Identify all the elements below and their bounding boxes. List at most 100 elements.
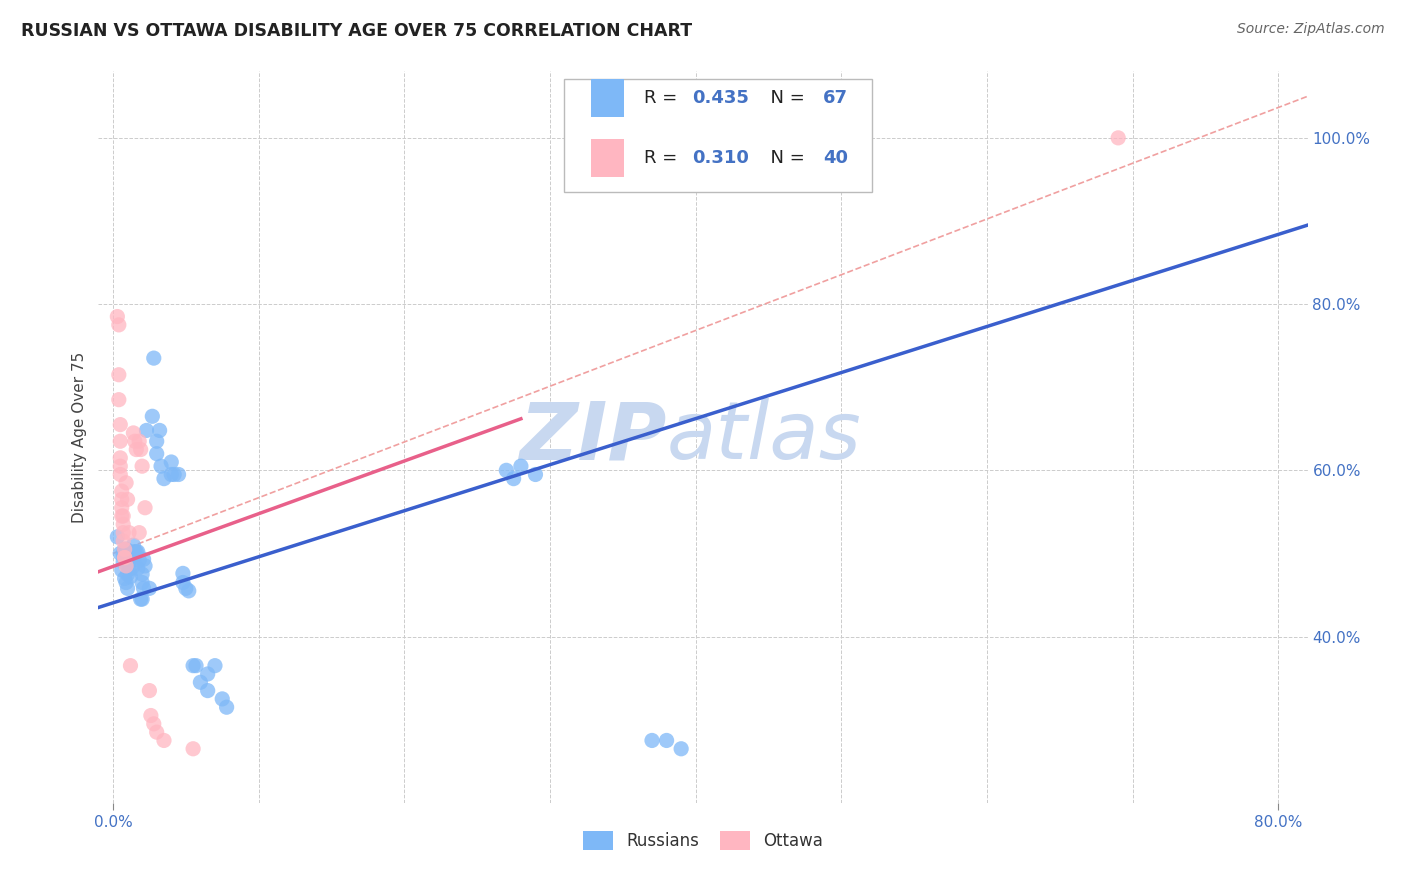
Point <box>132 582 155 596</box>
Point <box>138 582 160 596</box>
Point <box>149 424 172 438</box>
Point <box>129 442 152 457</box>
Point <box>112 555 135 569</box>
Point <box>153 472 176 486</box>
Point <box>204 658 226 673</box>
Point <box>145 434 167 449</box>
Point <box>184 658 207 673</box>
Legend: Russians, Ottawa: Russians, Ottawa <box>576 824 830 856</box>
Point <box>122 538 145 552</box>
Point <box>641 733 664 747</box>
Point <box>197 667 219 681</box>
Point <box>115 575 138 590</box>
Point <box>105 530 128 544</box>
Point <box>110 459 132 474</box>
Point <box>118 549 141 563</box>
Point <box>153 733 176 747</box>
Point <box>105 310 128 324</box>
Point <box>145 447 167 461</box>
Point <box>163 467 186 482</box>
Point <box>110 417 132 432</box>
Point <box>110 546 132 560</box>
Point <box>110 434 132 449</box>
Point <box>167 467 190 482</box>
Point <box>115 542 138 557</box>
Point <box>117 548 139 562</box>
Point <box>181 658 204 673</box>
Point <box>114 550 136 565</box>
Point <box>190 675 212 690</box>
Point <box>112 509 135 524</box>
Text: N =: N = <box>759 149 810 168</box>
Point <box>112 517 135 532</box>
Point <box>131 575 153 590</box>
Point <box>125 442 148 457</box>
Point <box>110 450 132 465</box>
Point <box>135 424 157 438</box>
Point <box>111 484 134 499</box>
Point <box>142 351 165 365</box>
FancyBboxPatch shape <box>591 78 624 117</box>
Point <box>127 561 149 575</box>
Point <box>120 545 142 559</box>
Point <box>131 567 153 582</box>
Point <box>111 509 134 524</box>
Point <box>172 575 194 590</box>
Point <box>211 692 233 706</box>
Y-axis label: Disability Age Over 75: Disability Age Over 75 <box>72 351 87 523</box>
Text: R =: R = <box>644 88 683 107</box>
Point <box>121 560 143 574</box>
Point <box>114 571 136 585</box>
Point <box>124 434 146 449</box>
Point <box>114 542 136 557</box>
Point <box>118 525 141 540</box>
Text: Source: ZipAtlas.com: Source: ZipAtlas.com <box>1237 22 1385 37</box>
Point <box>128 553 150 567</box>
Point <box>495 463 517 477</box>
Point <box>111 500 134 515</box>
Point <box>111 563 134 577</box>
Point <box>120 658 142 673</box>
Point <box>112 546 135 560</box>
Point <box>134 558 156 573</box>
Point <box>142 716 165 731</box>
Point <box>122 425 145 440</box>
Point <box>139 708 162 723</box>
Point <box>129 592 152 607</box>
Point <box>132 552 155 566</box>
Point <box>112 533 135 548</box>
Text: ZIP: ZIP <box>519 398 666 476</box>
Point <box>117 553 139 567</box>
Point <box>114 550 136 565</box>
Point <box>160 455 183 469</box>
Text: 67: 67 <box>823 88 848 107</box>
FancyBboxPatch shape <box>591 139 624 178</box>
Point <box>117 567 139 582</box>
Point <box>110 467 132 482</box>
FancyBboxPatch shape <box>564 78 872 192</box>
Point <box>117 492 139 507</box>
Point <box>108 392 131 407</box>
Text: 0.310: 0.310 <box>692 149 749 168</box>
Point <box>127 545 149 559</box>
Point <box>120 570 142 584</box>
Point <box>1107 131 1129 145</box>
Point <box>112 525 135 540</box>
Point <box>118 555 141 569</box>
Point <box>114 550 136 565</box>
Point <box>115 475 138 490</box>
Text: N =: N = <box>759 88 810 107</box>
Point <box>181 741 204 756</box>
Point <box>134 500 156 515</box>
Point <box>669 741 692 756</box>
Text: atlas: atlas <box>666 398 862 476</box>
Text: 0.435: 0.435 <box>692 88 749 107</box>
Point <box>174 582 197 596</box>
Point <box>108 318 131 332</box>
Point <box>114 542 136 557</box>
Point <box>655 733 678 747</box>
Point <box>115 558 138 573</box>
Point <box>117 582 139 596</box>
Point <box>124 545 146 559</box>
Point <box>118 562 141 576</box>
